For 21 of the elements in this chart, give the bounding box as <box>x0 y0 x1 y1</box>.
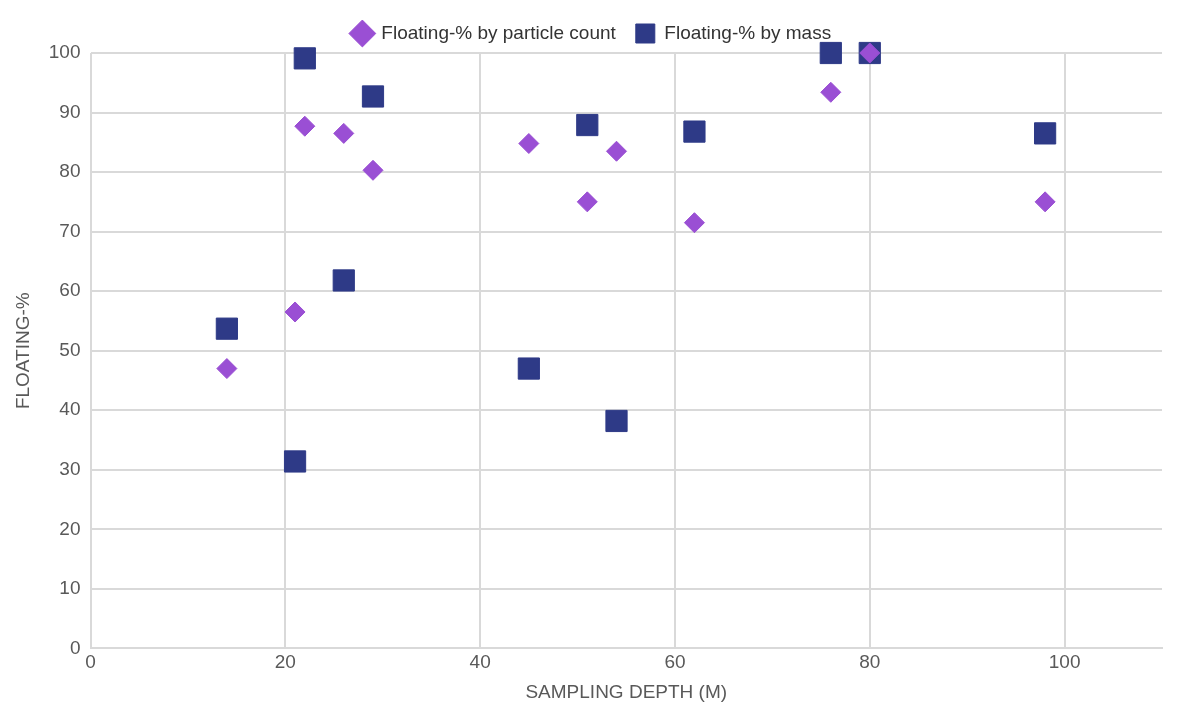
y-tick-label: 80 <box>59 160 81 182</box>
x-tick-label: 80 <box>859 651 881 673</box>
y-axis-title: FLOATING-% <box>11 292 33 410</box>
y-tick-label: 100 <box>48 41 81 63</box>
x-tick-label: 20 <box>274 651 296 673</box>
legend-label: Floating-% by mass <box>664 21 832 43</box>
y-tick-label: 90 <box>59 100 81 122</box>
x-tick-label: 60 <box>664 651 686 673</box>
x-tick-label: 40 <box>469 651 491 673</box>
legend-label: Floating-% by particle count <box>381 21 617 43</box>
y-tick-label: 50 <box>59 338 81 360</box>
y-tick-label: 70 <box>59 219 81 241</box>
y-tick-label: 60 <box>59 279 81 301</box>
y-tick-label: 0 <box>69 636 81 658</box>
x-axis-title: SAMPLING DEPTH (M) <box>525 680 728 702</box>
y-tick-label: 40 <box>59 398 81 420</box>
x-tick-label: 0 <box>85 651 96 673</box>
y-tick-label: 20 <box>59 517 81 539</box>
y-tick-label: 10 <box>59 577 81 599</box>
x-tick-label: 100 <box>1048 651 1081 673</box>
y-tick-label: 30 <box>59 458 81 480</box>
